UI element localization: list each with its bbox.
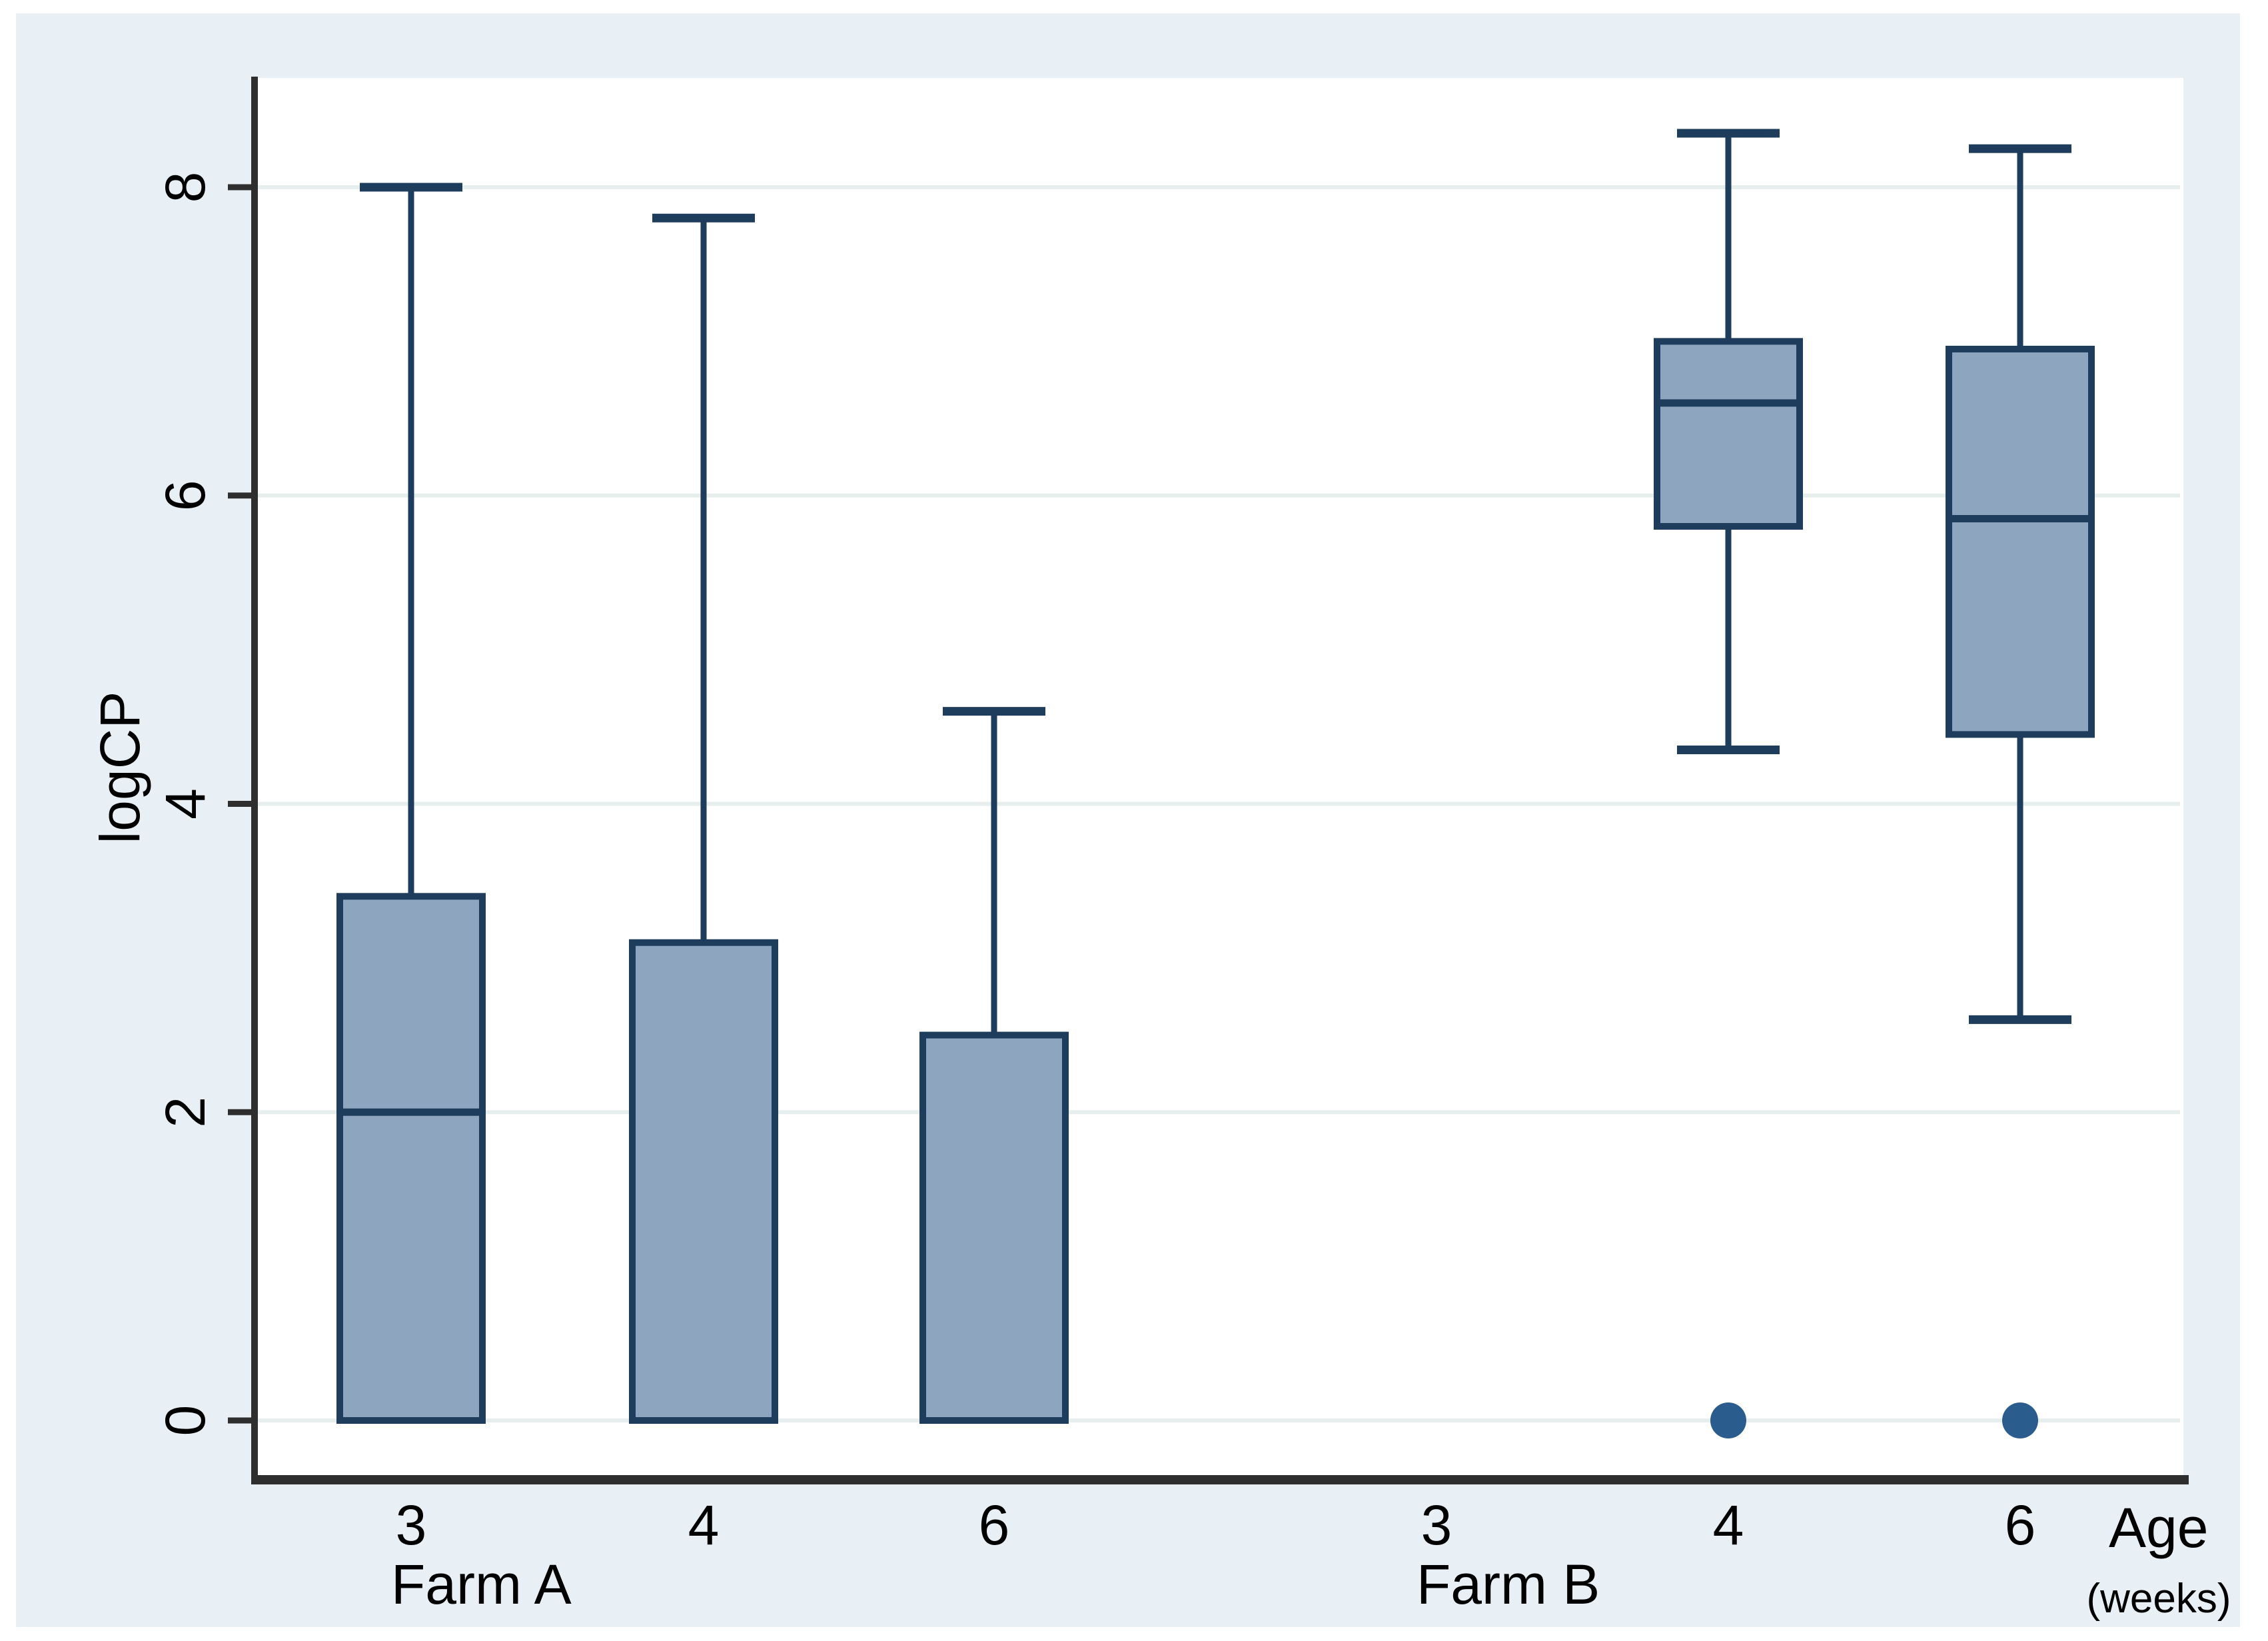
x-tick-label-Farm-A-4: 4 <box>688 1494 720 1556</box>
y-tick-label-8: 8 <box>154 172 217 203</box>
y-tick-label-4: 4 <box>154 788 217 820</box>
y-tick-label-2: 2 <box>154 1097 217 1128</box>
x-axis-unit: (weeks) <box>2086 1576 2231 1622</box>
iqr-box <box>1946 345 2095 738</box>
iqr-box <box>919 1031 1069 1424</box>
group-label-farm-b: Farm B <box>1417 1553 1600 1616</box>
y-axis-title: logCP <box>89 692 151 844</box>
outlier-dot <box>2002 1402 2038 1438</box>
tick-labels-layer: 0 2 4 6 8 3 4 6 3 4 6 <box>154 172 2035 1556</box>
x-tick-label-Farm-A-6: 6 <box>979 1494 1010 1556</box>
gridlines-layer <box>257 185 2180 1422</box>
x-tick-label-Farm-B-4: 4 <box>1713 1494 1744 1556</box>
iqr-box <box>336 893 486 1424</box>
y-tick-label-6: 6 <box>154 480 217 511</box>
boxes-layer <box>336 129 2095 1438</box>
axes-layer <box>228 77 2189 1484</box>
plot-area <box>255 78 2183 1482</box>
x-axis-title: Age <box>2109 1496 2208 1559</box>
iqr-box <box>1654 338 1803 530</box>
x-tick-label-Farm-A-3: 3 <box>396 1494 427 1556</box>
iqr-box <box>629 939 778 1424</box>
x-tick-label-Farm-B-3: 3 <box>1421 1494 1452 1556</box>
y-tick-label-0: 0 <box>154 1405 217 1436</box>
outlier-dot <box>1710 1402 1746 1438</box>
group-label-farm-a: Farm A <box>391 1553 572 1616</box>
x-tick-label-Farm-B-6: 6 <box>2005 1494 2036 1556</box>
